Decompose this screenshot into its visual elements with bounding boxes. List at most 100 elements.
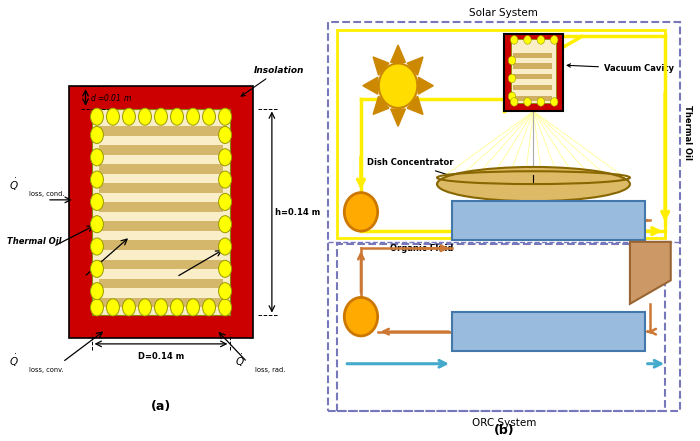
Polygon shape <box>391 45 405 62</box>
Circle shape <box>139 108 151 125</box>
Circle shape <box>202 108 216 125</box>
Text: Dish Concentrator: Dish Concentrator <box>367 158 467 181</box>
Text: D=0.14 m: D=0.14 m <box>138 351 184 361</box>
Circle shape <box>187 108 199 125</box>
Polygon shape <box>419 77 433 94</box>
Ellipse shape <box>437 167 630 201</box>
Text: (a): (a) <box>151 400 171 413</box>
Circle shape <box>218 238 232 255</box>
Polygon shape <box>373 96 389 114</box>
Circle shape <box>218 193 232 210</box>
FancyBboxPatch shape <box>513 96 552 101</box>
Circle shape <box>90 149 104 166</box>
Circle shape <box>218 108 232 125</box>
FancyBboxPatch shape <box>511 39 556 103</box>
FancyBboxPatch shape <box>99 240 223 250</box>
Circle shape <box>90 216 104 233</box>
Text: Vacuum Cavity: Vacuum Cavity <box>567 64 674 73</box>
FancyBboxPatch shape <box>99 164 223 174</box>
Circle shape <box>122 108 135 125</box>
Text: ORC System: ORC System <box>472 418 536 428</box>
Circle shape <box>344 297 378 336</box>
Circle shape <box>155 108 167 125</box>
Circle shape <box>90 127 104 143</box>
Text: Evaporator: Evaporator <box>516 216 581 225</box>
Circle shape <box>155 299 167 316</box>
FancyBboxPatch shape <box>99 183 223 193</box>
Text: (b): (b) <box>494 423 514 437</box>
Text: Organic Fluid: Organic Fluid <box>391 244 454 253</box>
FancyBboxPatch shape <box>99 298 223 307</box>
Circle shape <box>537 97 545 106</box>
Circle shape <box>90 260 104 277</box>
Polygon shape <box>363 77 378 94</box>
FancyBboxPatch shape <box>452 201 645 240</box>
Circle shape <box>550 36 558 44</box>
FancyBboxPatch shape <box>513 74 552 79</box>
Text: $d$ =0.01 m: $d$ =0.01 m <box>90 92 132 103</box>
Text: loss, cond.: loss, cond. <box>29 191 64 197</box>
Circle shape <box>139 299 151 316</box>
Polygon shape <box>407 57 423 75</box>
Polygon shape <box>373 57 389 75</box>
FancyBboxPatch shape <box>99 126 223 136</box>
FancyBboxPatch shape <box>513 53 552 58</box>
Circle shape <box>218 149 232 166</box>
FancyBboxPatch shape <box>452 312 645 351</box>
Text: $\dot{Q}$: $\dot{Q}$ <box>235 353 245 369</box>
Circle shape <box>90 238 104 255</box>
Circle shape <box>187 299 199 316</box>
Polygon shape <box>407 96 423 114</box>
Polygon shape <box>391 109 405 126</box>
Circle shape <box>218 299 232 316</box>
Circle shape <box>90 108 104 125</box>
Circle shape <box>508 74 516 83</box>
Circle shape <box>90 171 104 188</box>
Circle shape <box>508 92 516 101</box>
Circle shape <box>90 299 104 316</box>
Text: Thermal Oil: Thermal Oil <box>7 238 62 247</box>
FancyBboxPatch shape <box>99 202 223 212</box>
Circle shape <box>537 36 545 44</box>
Text: h=0.14 m: h=0.14 m <box>275 208 320 217</box>
FancyBboxPatch shape <box>99 221 223 231</box>
Circle shape <box>106 299 120 316</box>
Text: loss, conv.: loss, conv. <box>29 367 63 373</box>
Text: Pump: Pump <box>349 207 373 217</box>
Polygon shape <box>630 242 671 304</box>
Text: Thermal Oil: Thermal Oil <box>683 105 692 160</box>
FancyBboxPatch shape <box>504 34 563 112</box>
Circle shape <box>510 36 518 44</box>
FancyBboxPatch shape <box>92 108 230 315</box>
Circle shape <box>524 97 531 106</box>
Circle shape <box>218 127 232 143</box>
Circle shape <box>90 283 104 300</box>
Circle shape <box>379 64 417 108</box>
Text: Insolation: Insolation <box>241 66 304 96</box>
FancyBboxPatch shape <box>99 145 223 155</box>
Circle shape <box>122 299 135 316</box>
Circle shape <box>550 97 558 106</box>
Text: Pump: Pump <box>349 312 373 321</box>
Text: Solar System: Solar System <box>470 8 538 18</box>
Circle shape <box>202 299 216 316</box>
Circle shape <box>218 171 232 188</box>
Text: $\dot{Q}$: $\dot{Q}$ <box>8 353 18 369</box>
Circle shape <box>90 193 104 210</box>
Circle shape <box>106 108 120 125</box>
Text: $\dot{Q}$: $\dot{Q}$ <box>8 176 18 193</box>
FancyBboxPatch shape <box>99 259 223 269</box>
Circle shape <box>218 283 232 300</box>
Circle shape <box>218 216 232 233</box>
Text: Turbine: Turbine <box>632 263 671 272</box>
Text: Condenser: Condenser <box>517 327 580 336</box>
Circle shape <box>171 299 183 316</box>
Circle shape <box>344 193 378 231</box>
Circle shape <box>171 108 183 125</box>
FancyBboxPatch shape <box>513 64 552 68</box>
Circle shape <box>524 36 531 44</box>
FancyBboxPatch shape <box>69 86 253 338</box>
Circle shape <box>218 260 232 277</box>
FancyBboxPatch shape <box>513 85 552 90</box>
Text: loss, rad.: loss, rad. <box>255 367 286 373</box>
